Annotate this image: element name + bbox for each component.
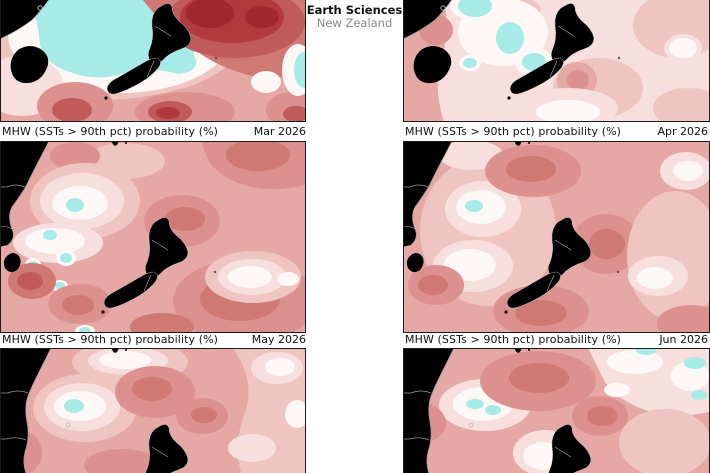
mhw-map-panel-may-2026 [0,348,306,473]
caption-apr-2026: MHW (SSTs > 90th pct) probability (%) Ap… [405,123,708,139]
caption-date-label: Apr 2026 [657,125,708,138]
earth-sciences-nz-logo: Earth Sciences New Zealand [306,3,403,30]
caption-mar-2026: MHW (SSTs > 90th pct) probability (%) Ma… [2,123,306,139]
caption-date-label: Mar 2026 [253,125,306,138]
map-top-right-svg [403,0,710,122]
caption-metric-label: MHW (SSTs > 90th pct) probability (%) [405,333,622,346]
mhw-map-panel-top-right [403,0,710,122]
caption-date-label: Jun 2026 [659,333,708,346]
mhw-map-panel-mar-2026 [0,141,306,333]
mhw-map-panel-top-left [0,0,306,122]
caption-metric-label: MHW (SSTs > 90th pct) probability (%) [2,333,219,346]
map-may-2026-svg [0,348,306,473]
mhw-map-panel-apr-2026 [403,141,710,333]
caption-date-label: May 2026 [251,333,306,346]
map-jun-2026-svg [403,348,710,473]
logo-line-1: Earth Sciences [306,3,403,17]
logo-line-2: New Zealand [316,16,393,30]
mhw-map-panel-jun-2026 [403,348,710,473]
caption-metric-label: MHW (SSTs > 90th pct) probability (%) [405,125,622,138]
caption-may-2026: MHW (SSTs > 90th pct) probability (%) Ma… [2,333,306,347]
caption-jun-2026: MHW (SSTs > 90th pct) probability (%) Ju… [405,333,708,347]
caption-metric-label: MHW (SSTs > 90th pct) probability (%) [2,125,219,138]
map-mar-2026-svg [0,141,306,333]
map-top-left-svg [0,0,306,122]
map-apr-2026-svg [403,141,710,333]
